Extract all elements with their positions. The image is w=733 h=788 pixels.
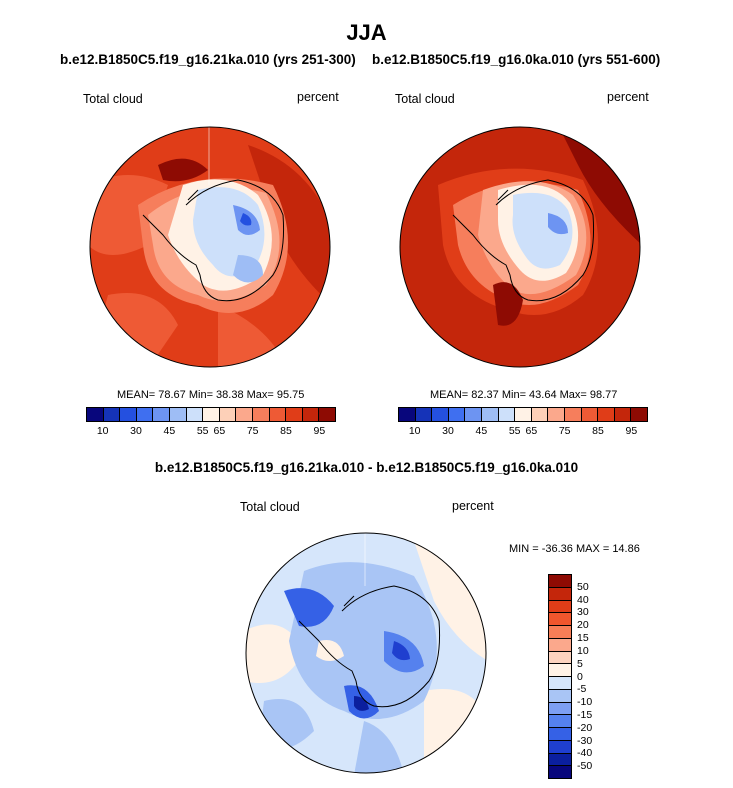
colorbar-right-swatch xyxy=(548,408,565,421)
colorbar-left-swatch xyxy=(236,408,253,421)
colorbar-difference-tick-label: -50 xyxy=(577,760,593,773)
colorbar-right-swatch xyxy=(415,408,433,421)
colorbar-difference-tick-label: 20 xyxy=(577,619,589,632)
colorbar-right-swatch xyxy=(564,408,582,421)
page-title: JJA xyxy=(346,20,387,45)
colorbar-difference-swatch xyxy=(549,613,571,626)
colorbar-left-swatch xyxy=(186,408,204,421)
colorbar-left xyxy=(86,407,336,422)
colorbar-right-swatch xyxy=(531,408,549,421)
colorbar-difference-tick-label: -20 xyxy=(577,721,593,734)
colorbar-difference-tick-label: 50 xyxy=(577,580,589,593)
colorbar-left-tick-label: 10 xyxy=(96,425,109,437)
colorbar-left-swatch xyxy=(269,408,287,421)
colorbar-right-tick-label: 65 xyxy=(525,425,538,437)
colorbar-left-swatch xyxy=(302,408,320,421)
colorbar-right-swatch xyxy=(581,408,599,421)
colorbar-difference-tick-label: 40 xyxy=(577,593,589,606)
colorbar-left-swatch xyxy=(120,408,137,421)
colorbar-difference-labels: 50 40 30 20 15 10 5 0 -5 -10 -15 -20 -30 -40 -50 xyxy=(577,574,617,777)
colorbar-difference-tick-label: 15 xyxy=(577,632,589,645)
map-difference-total-cloud xyxy=(245,532,487,774)
colorbar-right-tick-label: 95 xyxy=(625,425,638,437)
colorbar-difference-tick-label: -5 xyxy=(577,683,587,696)
colorbar-left-tick-label: 75 xyxy=(246,425,259,437)
colorbar-difference-tick-label: 5 xyxy=(577,657,583,670)
colorbar-difference-tick-label: -15 xyxy=(577,708,593,721)
colorbar-difference-tick-label: 0 xyxy=(577,670,583,683)
colorbar-right-swatch xyxy=(498,408,516,421)
panel-left-variable-label: Total cloud xyxy=(83,92,143,106)
colorbar-difference-tick-label: 10 xyxy=(577,644,589,657)
colorbar-right-tick-label: 85 xyxy=(592,425,604,437)
colorbar-difference-tick-label: -30 xyxy=(577,734,593,747)
colorbar-difference-swatch xyxy=(549,638,571,652)
colorbar-right-tick-label: 75 xyxy=(558,425,571,437)
difference-title: b.e12.B1850C5.f19_g16.21ka.010 - b.e12.B… xyxy=(154,460,579,475)
panel-left-stats: MEAN= 78.67 Min= 38.38 Max= 95.75 xyxy=(117,389,305,401)
colorbar-right-swatch xyxy=(481,408,499,421)
colorbar-difference-tick-label: -40 xyxy=(577,747,593,760)
map-right-total-cloud xyxy=(399,126,641,368)
map-left-total-cloud xyxy=(89,126,331,368)
panel-left-case-title: b.e12.B1850C5.f19_g16.21ka.010 (yrs 251-… xyxy=(60,52,356,67)
panel-right-variable-label: Total cloud xyxy=(395,92,455,106)
colorbar-right-swatch xyxy=(515,408,532,421)
colorbar-right-swatch xyxy=(432,408,449,421)
colorbar-right-swatch xyxy=(399,408,416,421)
colorbar-right-swatch xyxy=(598,408,615,421)
colorbar-right-tick-label: 10 xyxy=(408,425,421,437)
colorbar-right-tick-label: 55 xyxy=(508,425,521,437)
colorbar-difference-swatch xyxy=(549,575,571,588)
colorbar-right xyxy=(398,407,648,422)
colorbar-difference-swatch xyxy=(549,689,571,703)
colorbar-difference-swatch xyxy=(549,766,571,778)
colorbar-left-swatch xyxy=(87,408,104,421)
panel-left-units-label: percent xyxy=(297,90,339,104)
colorbar-difference-swatch xyxy=(549,587,571,601)
colorbar-difference-swatch xyxy=(549,740,571,754)
colorbar-difference-swatch xyxy=(549,664,571,677)
colorbar-left-tick-label: 95 xyxy=(313,425,326,437)
colorbar-left-swatch xyxy=(286,408,303,421)
colorbar-left-swatch xyxy=(203,408,220,421)
colorbar-left-swatch xyxy=(136,408,154,421)
colorbar-right-tick-label: 45 xyxy=(475,425,488,437)
colorbar-right-swatch xyxy=(614,408,632,421)
panel-right-stats: MEAN= 82.37 Min= 43.64 Max= 98.77 xyxy=(430,389,618,401)
colorbar-left-tick-label: 30 xyxy=(130,425,142,437)
colorbar-difference-tick-label: 30 xyxy=(577,606,589,619)
colorbar-left-swatch xyxy=(169,408,187,421)
colorbar-difference-swatch xyxy=(549,702,571,716)
colorbar-right-labels: 10 30 45 55 65 75 85 95 xyxy=(398,425,646,439)
colorbar-left-swatch xyxy=(219,408,237,421)
colorbar-left-swatch xyxy=(319,408,335,421)
colorbar-left-labels: 10 30 45 55 65 75 85 95 xyxy=(86,425,334,439)
colorbar-difference-swatch xyxy=(549,753,571,767)
colorbar-left-swatch xyxy=(153,408,170,421)
colorbar-difference-tick-label: -10 xyxy=(577,696,593,709)
colorbar-left-swatch xyxy=(103,408,121,421)
colorbar-difference-swatch xyxy=(549,728,571,741)
colorbar-difference-swatch xyxy=(549,677,571,690)
colorbar-right-swatch xyxy=(448,408,466,421)
difference-units-label: percent xyxy=(452,499,494,513)
colorbar-difference-swatch xyxy=(549,715,571,728)
colorbar-difference-swatch xyxy=(549,626,571,639)
panel-right-units-label: percent xyxy=(607,90,649,104)
colorbar-difference xyxy=(548,574,572,779)
difference-stats: MIN = -36.36 MAX = 14.86 xyxy=(509,543,640,555)
colorbar-left-swatch xyxy=(252,408,270,421)
colorbar-left-tick-label: 85 xyxy=(280,425,292,437)
difference-variable-label: Total cloud xyxy=(240,500,300,514)
colorbar-right-swatch xyxy=(465,408,482,421)
panel-right-case-title: b.e12.B1850C5.f19_g16.0ka.010 (yrs 551-6… xyxy=(372,52,661,67)
colorbar-right-swatch xyxy=(631,408,647,421)
colorbar-left-tick-label: 45 xyxy=(163,425,176,437)
colorbar-left-tick-label: 55 xyxy=(196,425,209,437)
colorbar-right-tick-label: 30 xyxy=(442,425,454,437)
colorbar-left-tick-label: 65 xyxy=(213,425,226,437)
colorbar-difference-swatch xyxy=(549,651,571,665)
colorbar-difference-swatch xyxy=(549,600,571,614)
